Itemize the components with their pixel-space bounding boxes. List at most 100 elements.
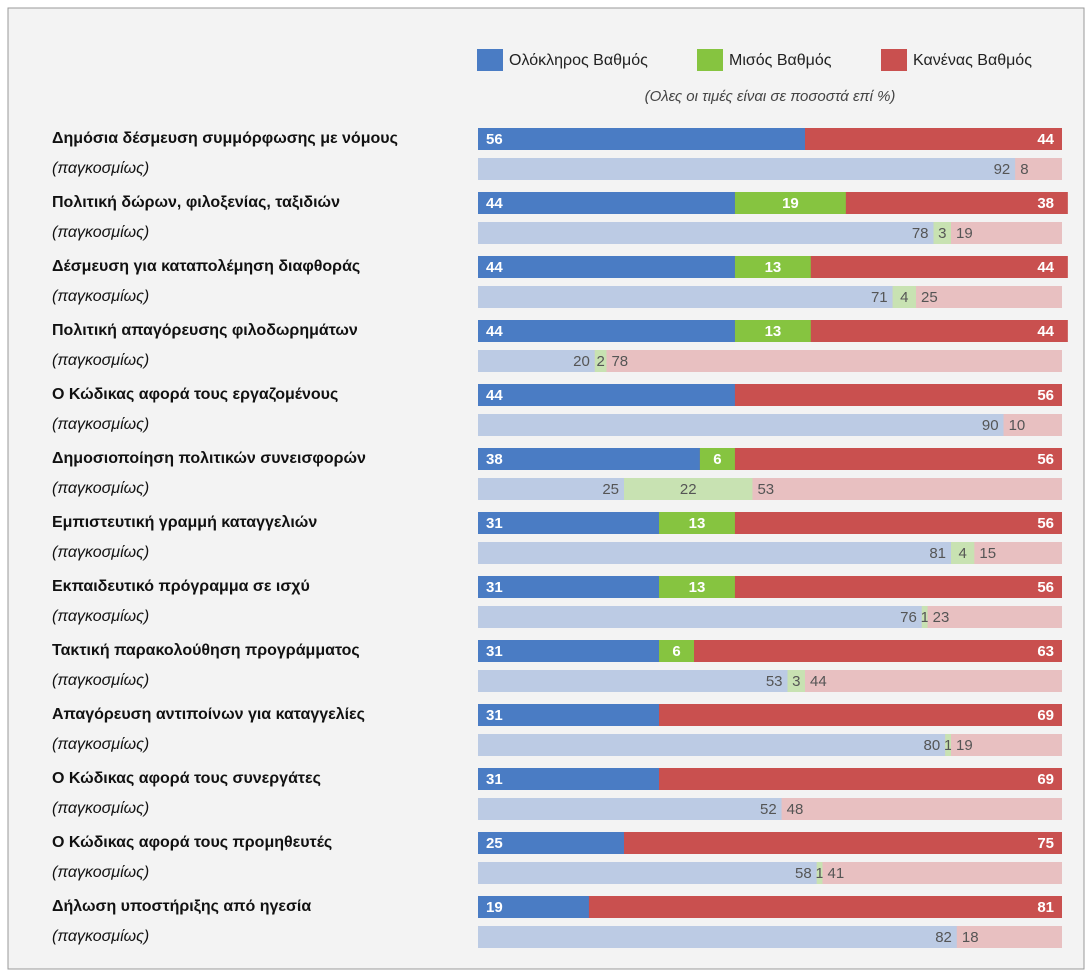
legend-label: Κανένας Βαθμός <box>913 52 1032 69</box>
global-label: (παγκοσμίως) <box>52 224 149 241</box>
value-label: 78 <box>912 225 929 242</box>
bar-segment <box>974 542 1062 564</box>
bar-segment <box>478 798 782 820</box>
bar-segment <box>734 576 1062 598</box>
value-label: 48 <box>787 801 804 818</box>
value-label: 56 <box>1037 451 1054 468</box>
bar-segment <box>927 606 1062 628</box>
value-label: 1 <box>921 609 929 626</box>
bar-segment <box>805 128 1062 150</box>
value-label: 31 <box>486 771 503 788</box>
value-label: 56 <box>486 131 503 148</box>
bar-segment <box>478 128 806 150</box>
bar-segment <box>734 192 846 214</box>
value-label: 82 <box>935 929 952 946</box>
value-label: 75 <box>1037 835 1054 852</box>
bar-segment <box>478 320 735 342</box>
bar-segment <box>816 862 823 884</box>
value-label: 69 <box>1037 707 1054 724</box>
value-label: 4 <box>900 289 908 306</box>
bar-segment <box>921 606 928 628</box>
value-label: 44 <box>486 259 503 276</box>
value-label: 90 <box>982 417 999 434</box>
value-label: 2 <box>596 353 604 370</box>
bar-segment <box>594 350 607 372</box>
value-label: 1 <box>944 737 952 754</box>
value-label: 92 <box>994 161 1011 178</box>
value-label: 19 <box>956 225 973 242</box>
bar-segment <box>478 606 922 628</box>
bar-segment <box>624 478 753 500</box>
bar-segment <box>659 640 695 662</box>
bar-segment <box>822 862 1062 884</box>
bar-segment <box>787 670 806 692</box>
value-label: 53 <box>757 481 774 498</box>
value-label: 56 <box>1037 579 1054 596</box>
bar-segment <box>478 256 735 278</box>
global-label: (παγκοσμίως) <box>52 352 149 369</box>
value-label: 22 <box>680 481 697 498</box>
value-label: 44 <box>1037 131 1054 148</box>
bar-segment <box>478 512 660 534</box>
global-label: (παγκοσμίως) <box>52 672 149 689</box>
bar-segment <box>478 448 700 470</box>
bar-segment <box>734 384 1062 406</box>
bar-segment <box>478 896 589 918</box>
bar-segment <box>478 670 788 692</box>
bar-segment <box>478 542 952 564</box>
value-label: 13 <box>689 515 706 532</box>
bar-segment <box>478 832 624 854</box>
value-label: 19 <box>956 737 973 754</box>
bar-segment <box>588 896 1062 918</box>
category-label: Ο Κώδικας αφορά τους προμηθευτές <box>52 834 332 851</box>
bar-segment <box>478 734 946 756</box>
bar-segment <box>1015 158 1062 180</box>
value-label: 71 <box>871 289 888 306</box>
global-label: (παγκοσμίως) <box>52 480 149 497</box>
legend-swatch <box>881 49 907 71</box>
bar-segment <box>478 384 735 406</box>
bar-segment <box>606 350 1062 372</box>
value-label: 10 <box>1009 417 1026 434</box>
value-label: 31 <box>486 515 503 532</box>
bar-segment <box>478 350 595 372</box>
category-label: Εκπαιδευτικό πρόγραμμα σε ισχύ <box>52 578 310 595</box>
bar-segment <box>951 734 1062 756</box>
value-label: 80 <box>924 737 941 754</box>
value-label: 18 <box>962 929 979 946</box>
category-label: Πολιτική δώρων, φιλοξενίας, ταξιδιών <box>52 194 340 211</box>
bar-segment <box>478 286 893 308</box>
bar-segment <box>805 670 1062 692</box>
value-label: 1 <box>815 865 823 882</box>
category-label: Απαγόρευση αντιποίνων για καταγγελίες <box>52 706 365 723</box>
legend-swatch <box>477 49 503 71</box>
bar-segment <box>933 222 952 244</box>
value-label: 31 <box>486 643 503 660</box>
value-label: 78 <box>611 353 628 370</box>
bar-segment <box>478 704 660 726</box>
category-label: Πολιτική απαγόρευσης φιλοδωρημάτων <box>52 322 358 339</box>
legend-label: Ολόκληρος Βαθμός <box>509 52 648 69</box>
bar-segment <box>752 478 1062 500</box>
bar-segment <box>810 320 1068 342</box>
value-label: 25 <box>602 481 619 498</box>
category-label: Δημοσιοποίηση πολιτικών συνεισφορών <box>52 450 366 467</box>
global-label: (παγκοσμίως) <box>52 608 149 625</box>
bar-segment <box>734 256 811 278</box>
bar-segment <box>699 448 735 470</box>
bar-segment <box>734 320 811 342</box>
bar-segment <box>478 926 957 948</box>
global-label: (παγκοσμίως) <box>52 928 149 945</box>
bar-segment <box>478 192 735 214</box>
bar-segment <box>659 512 735 534</box>
value-label: 56 <box>1037 387 1054 404</box>
subtitle: (Ολες οι τιμές είναι σε ποσοστά επί %) <box>645 88 896 105</box>
global-label: (παγκοσμίως) <box>52 288 149 305</box>
value-label: 3 <box>938 225 946 242</box>
legend-label: Μισός Βαθμός <box>729 52 832 69</box>
bar-segment <box>659 768 1062 790</box>
bar-segment <box>478 158 1016 180</box>
value-label: 81 <box>1037 899 1054 916</box>
bar-segment <box>478 222 934 244</box>
global-label: (παγκοσμίως) <box>52 544 149 561</box>
